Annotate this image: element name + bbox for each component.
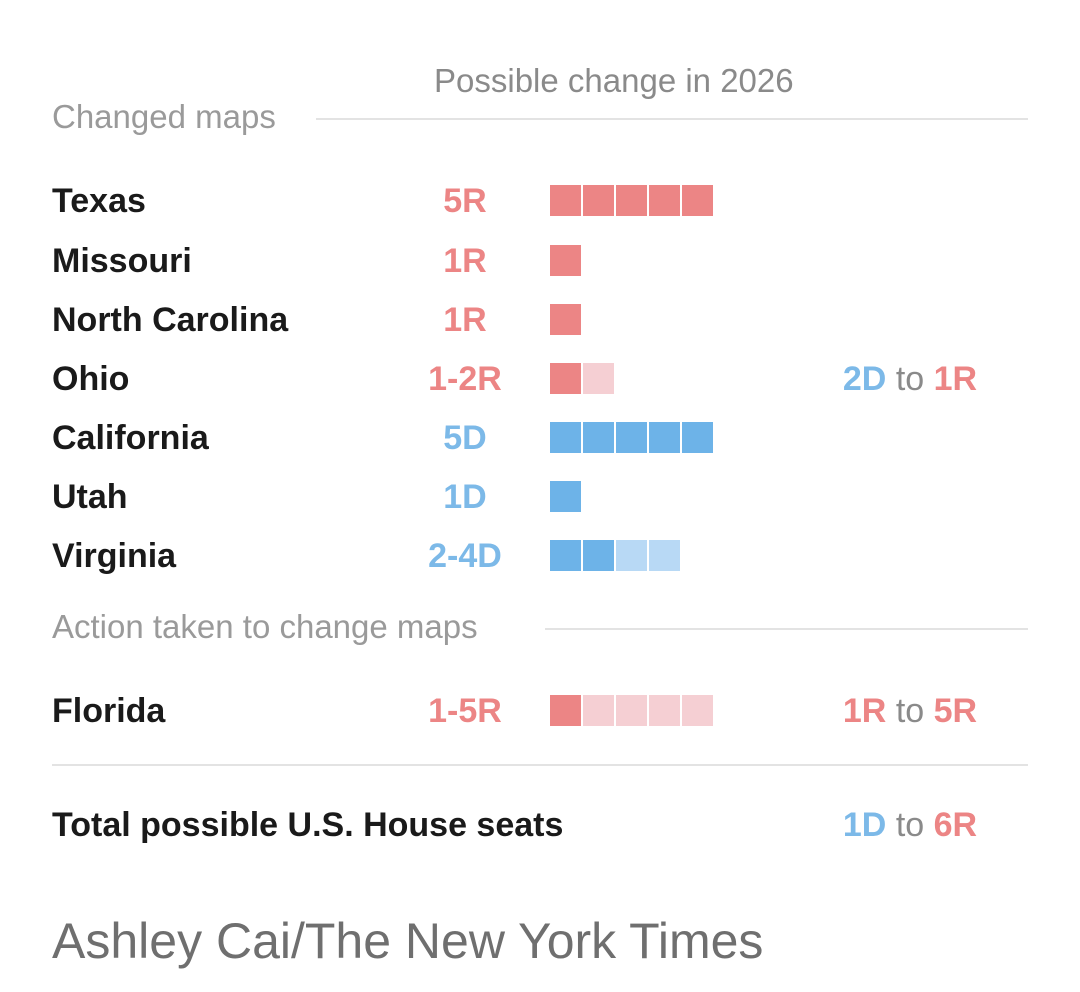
seat-square-likely [583, 185, 614, 216]
seat-bars-california [550, 422, 715, 454]
total-from: 1D [842, 806, 887, 844]
seat-square-possible [649, 695, 680, 726]
seat-change-california: 5D [443, 419, 487, 457]
range-to: 5R [933, 692, 978, 730]
section-rule-action-taken [545, 628, 1028, 630]
seat-square-likely [649, 185, 680, 216]
range-from: 1R [842, 692, 887, 730]
seat-square-likely [550, 185, 581, 216]
state-label-ohio: Ohio [52, 360, 130, 398]
column-header: Possible change in 2026 [434, 62, 794, 99]
total-divider [52, 764, 1028, 766]
seat-change-florida: 1-5R [428, 692, 502, 730]
seat-square-likely [649, 422, 680, 453]
seat-bars-north-carolina [550, 304, 583, 336]
range-note-florida: 1R to 5R [780, 692, 1040, 731]
seat-change-texas: 5R [443, 182, 487, 220]
seat-square-likely [682, 185, 713, 216]
section-title-action-taken: Action taken to change maps [52, 608, 478, 645]
seat-change-utah: 1D [443, 478, 487, 516]
state-label-virginia: Virginia [52, 537, 177, 575]
seat-change-north-carolina: 1R [443, 301, 487, 339]
range-connector: to [895, 360, 925, 398]
range-from: 2D [842, 360, 887, 398]
state-label-florida: Florida [52, 692, 166, 730]
total-range: 1D to 6R [780, 806, 1040, 845]
seat-square-likely [550, 695, 581, 726]
state-label-texas: Texas [52, 182, 146, 220]
range-to: 1R [933, 360, 978, 398]
seat-bars-virginia [550, 540, 682, 572]
seat-square-likely [550, 422, 581, 453]
seat-square-possible [682, 695, 713, 726]
seat-square-likely [583, 422, 614, 453]
seat-square-possible [649, 540, 680, 571]
credit-line: Ashley Cai/The New York Times [52, 913, 764, 969]
seat-change-virginia: 2-4D [428, 537, 502, 575]
seat-square-likely [550, 304, 581, 335]
section-rule-changed-maps [316, 118, 1028, 120]
range-connector: to [895, 692, 925, 730]
state-label-north-carolina: North Carolina [52, 301, 289, 339]
state-label-missouri: Missouri [52, 242, 192, 280]
seat-bars-utah [550, 481, 583, 513]
total-label: Total possible U.S. House seats [52, 806, 564, 844]
total-to: 6R [933, 806, 978, 844]
seat-square-possible [616, 540, 647, 571]
seat-square-possible [616, 695, 647, 726]
seat-change-missouri: 1R [443, 242, 487, 280]
seat-square-possible [583, 363, 614, 394]
state-label-utah: Utah [52, 478, 128, 516]
seat-square-likely [550, 363, 581, 394]
total-connector: to [895, 806, 925, 844]
range-note-ohio: 2D to 1R [780, 360, 1040, 399]
seat-square-likely [550, 540, 581, 571]
seat-bars-florida [550, 695, 715, 727]
seat-bars-ohio [550, 363, 616, 395]
seat-square-likely [583, 540, 614, 571]
seat-bars-missouri [550, 245, 583, 277]
section-title-changed-maps: Changed maps [52, 98, 276, 135]
seat-square-likely [616, 185, 647, 216]
seat-bars-texas [550, 185, 715, 217]
state-label-california: California [52, 419, 209, 457]
seat-square-likely [616, 422, 647, 453]
seat-change-ohio: 1-2R [428, 360, 502, 398]
seat-square-likely [550, 481, 581, 512]
seat-square-likely [682, 422, 713, 453]
seat-square-likely [550, 245, 581, 276]
seat-square-possible [583, 695, 614, 726]
